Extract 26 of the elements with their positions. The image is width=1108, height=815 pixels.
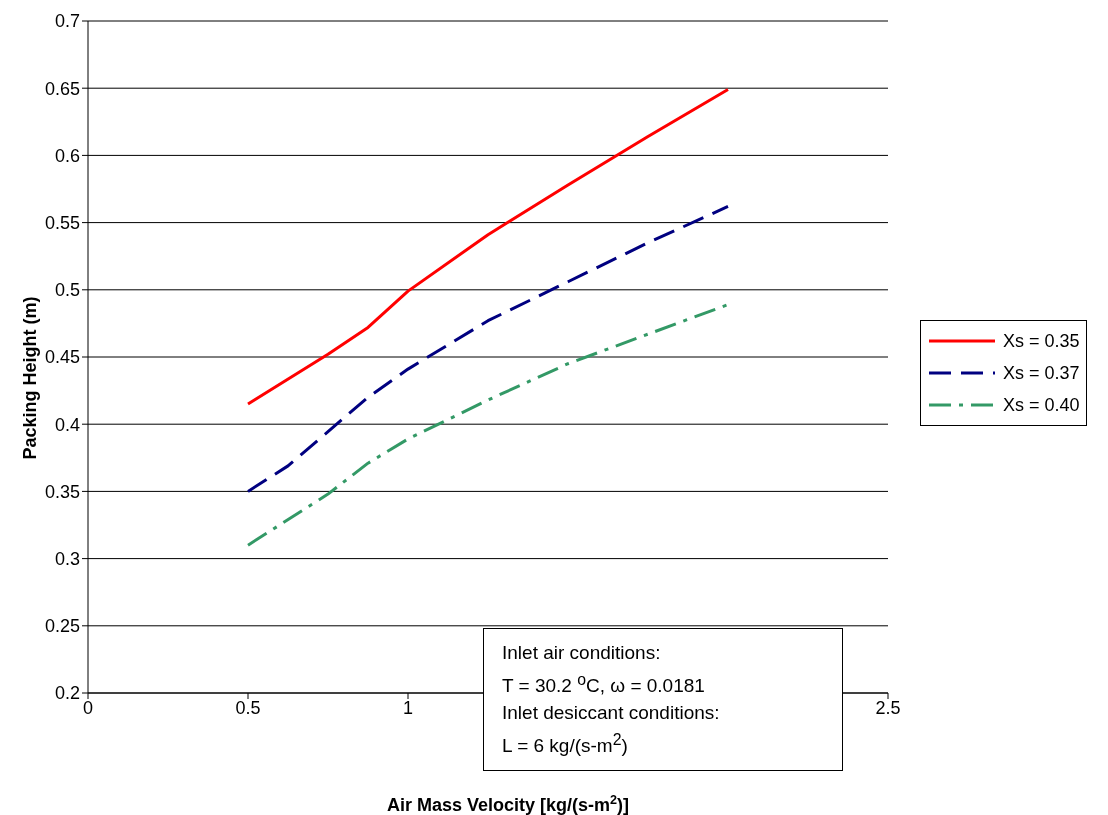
note-box: Inlet air conditions: T = 30.2 $^{o}$C, ω = 0.0181 Inlet desiccant conditions: L = 6 kg/(s-m$^{2}$) [483,628,843,771]
y-tick-label: 0.5 [54,280,80,301]
x-tick-label: 0.5 [235,697,261,718]
y-tick-label: 0.2 [54,683,80,704]
y-tick-label: 0.6 [54,145,80,166]
y-tick-label: 0.45 [44,347,80,368]
y-tick-label: 0.3 [54,548,80,569]
line-series [246,88,730,406]
y-tick-label: 0.4 [54,414,80,435]
y-tick-label: 0.35 [44,481,80,502]
line-series [246,204,730,493]
y-tick-label: 0.25 [44,616,80,637]
x-tick-label: 0 [82,697,94,718]
annotation: T = 30.2 $^{o}$C, ω = 0.0181 [502,670,706,699]
y-tick-label: 0.55 [44,212,80,233]
x-tick-label: 1 [402,697,414,718]
y-axis-title: Packing Height (m) [20,296,40,460]
legend-label: Xs = 0.40 [1003,394,1080,416]
line-series [246,303,730,547]
legend-label: Xs = 0.37 [1003,362,1080,384]
x-axis-title: Air Mass Velocity [kg/(s-m$^{2}$)] [386,793,630,815]
x-tick-label: 2.5 [875,697,901,718]
y-tick-label: 0.65 [44,78,80,99]
annotation: Inlet air conditions: [502,641,662,665]
legend-label: Xs = 0.35 [1003,330,1080,352]
y-tick-label: 0.7 [54,11,80,32]
